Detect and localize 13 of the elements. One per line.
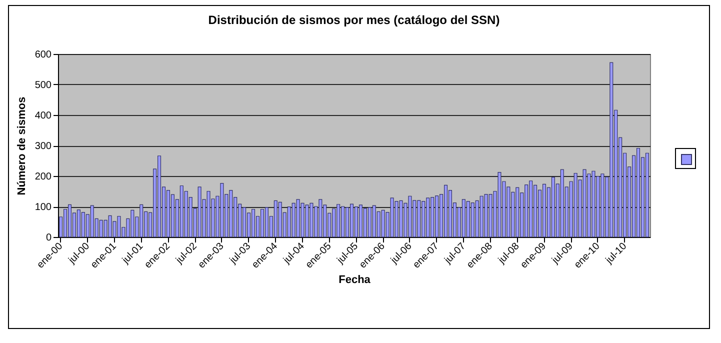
bar [636, 148, 640, 238]
y-tick-label: 400 [34, 110, 52, 122]
bar [68, 204, 72, 238]
y-tick-label: 0 [46, 232, 52, 244]
y-tick-label: 600 [34, 50, 52, 60]
y-tick-label: 100 [34, 202, 52, 213]
y-tick-label: 300 [34, 141, 52, 152]
chart-title: Distribución de sismos por mes (catálogo del SSN) [208, 13, 500, 27]
y-tick-label: 200 [34, 172, 52, 182]
bar [645, 152, 649, 238]
y-axis-title: Número de sismos [16, 96, 28, 196]
y-tick-label: 500 [34, 80, 52, 91]
x-axis-title: Fecha [338, 274, 372, 286]
